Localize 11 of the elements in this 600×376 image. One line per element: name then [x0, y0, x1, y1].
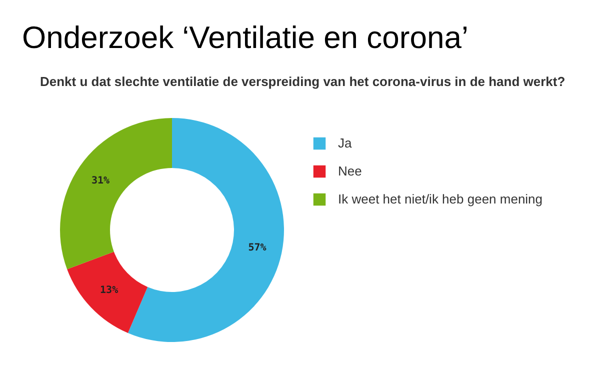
- donut-slice: [67, 252, 148, 333]
- chart-title: Onderzoek ‘Ventilatie en corona’: [22, 20, 468, 55]
- chart-subtitle: Denkt u dat slechte ventilatie de verspreiding van het corona-virus in de hand werkt?: [40, 74, 566, 89]
- legend-label: Ik weet het niet/ik heb geen mening: [338, 192, 543, 206]
- legend-label: Nee: [338, 164, 362, 178]
- data-label: 57%: [248, 242, 266, 254]
- legend-label: Ja: [338, 136, 352, 150]
- data-label: 31%: [91, 175, 110, 186]
- donut-slice: [60, 118, 172, 270]
- data-label: 13%: [100, 285, 118, 296]
- donut-slice: [128, 118, 284, 342]
